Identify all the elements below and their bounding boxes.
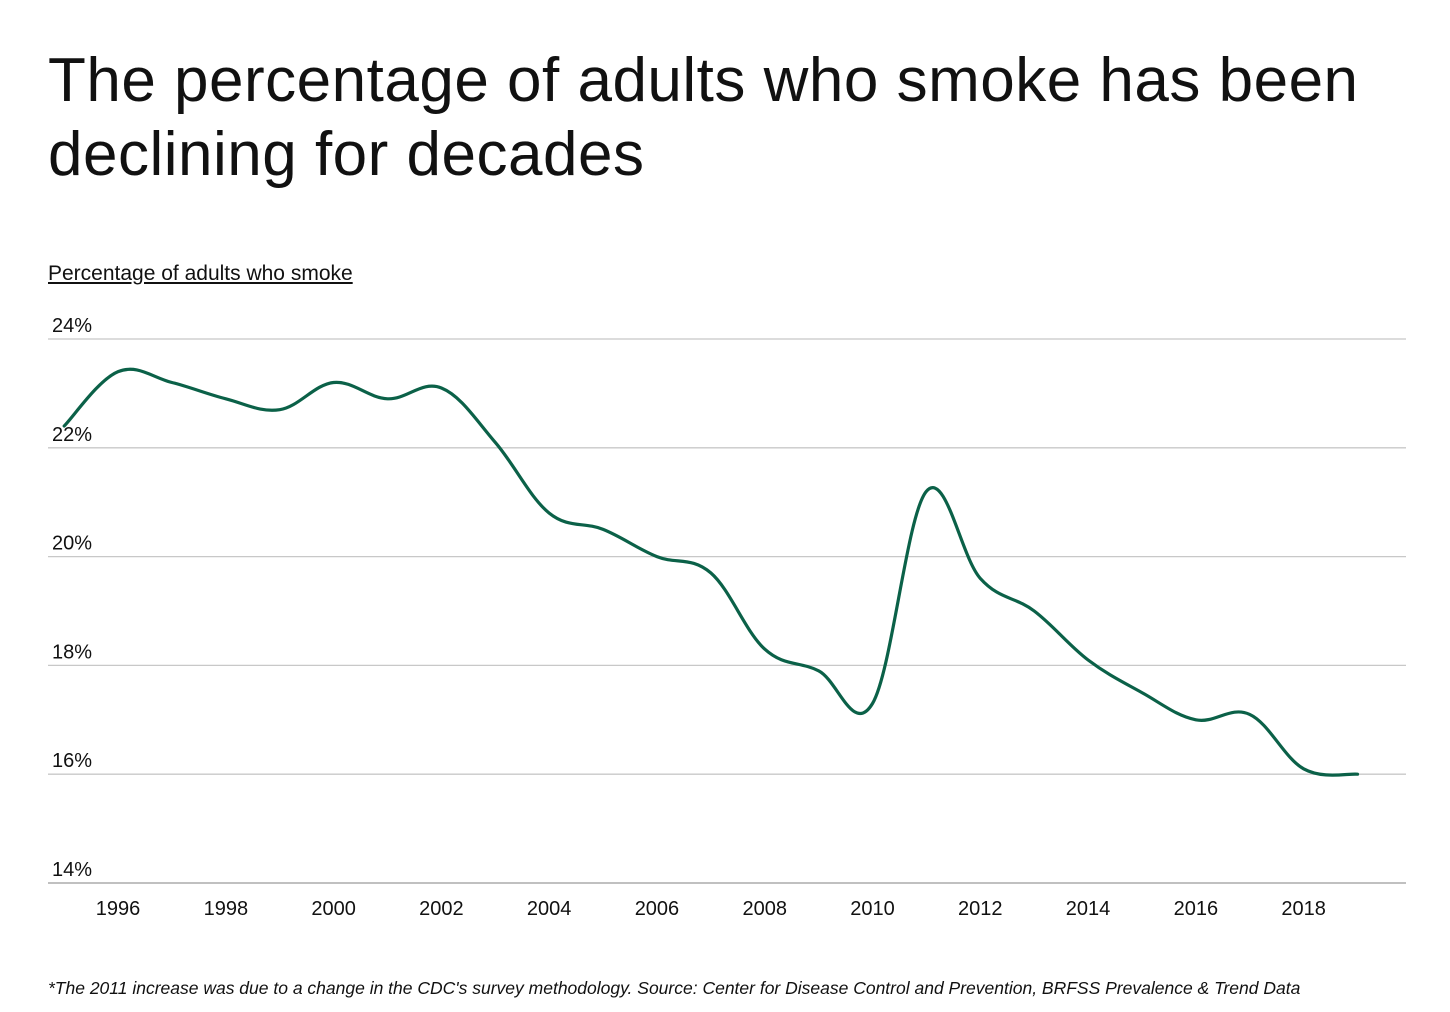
x-tick-label: 1998 [204, 898, 249, 920]
series-line-smokers [62, 367, 1360, 777]
x-tick-label: 2010 [850, 898, 895, 920]
x-tick-label: 2006 [635, 898, 680, 920]
y-tick-label: 18% [52, 641, 92, 663]
y-tick-labels: 24% 22% 20% 18% 16% 14% [52, 315, 92, 881]
y-tick-label: 20% [52, 533, 92, 555]
y-tick-label: 22% [52, 424, 92, 446]
x-tick-label: 2000 [311, 898, 356, 920]
grid-lines [48, 338, 1406, 884]
y-axis-label: Percentage of adults who smoke [48, 262, 353, 285]
x-tick-label: 2018 [1281, 898, 1326, 920]
x-tick-label: 2004 [527, 898, 572, 920]
chart-title: The percentage of adults who smoke has b… [48, 46, 1359, 189]
x-tick-label: 2016 [1174, 898, 1219, 920]
x-tick-label: 2008 [742, 898, 787, 920]
footnote: *The 2011 increase was due to a change i… [48, 978, 1301, 998]
y-tick-label: 24% [52, 315, 92, 337]
x-tick-label: 2012 [958, 898, 1003, 920]
x-tick-label: 2002 [419, 898, 464, 920]
x-tick-labels: 1996 1998 2000 2002 2004 2006 2008 2010 2012 2014… [96, 898, 1326, 920]
y-tick-label: 16% [52, 750, 92, 772]
x-tick-label: 1996 [96, 898, 141, 920]
x-tick-label: 2014 [1066, 898, 1111, 920]
y-tick-label: 14% [52, 859, 92, 881]
